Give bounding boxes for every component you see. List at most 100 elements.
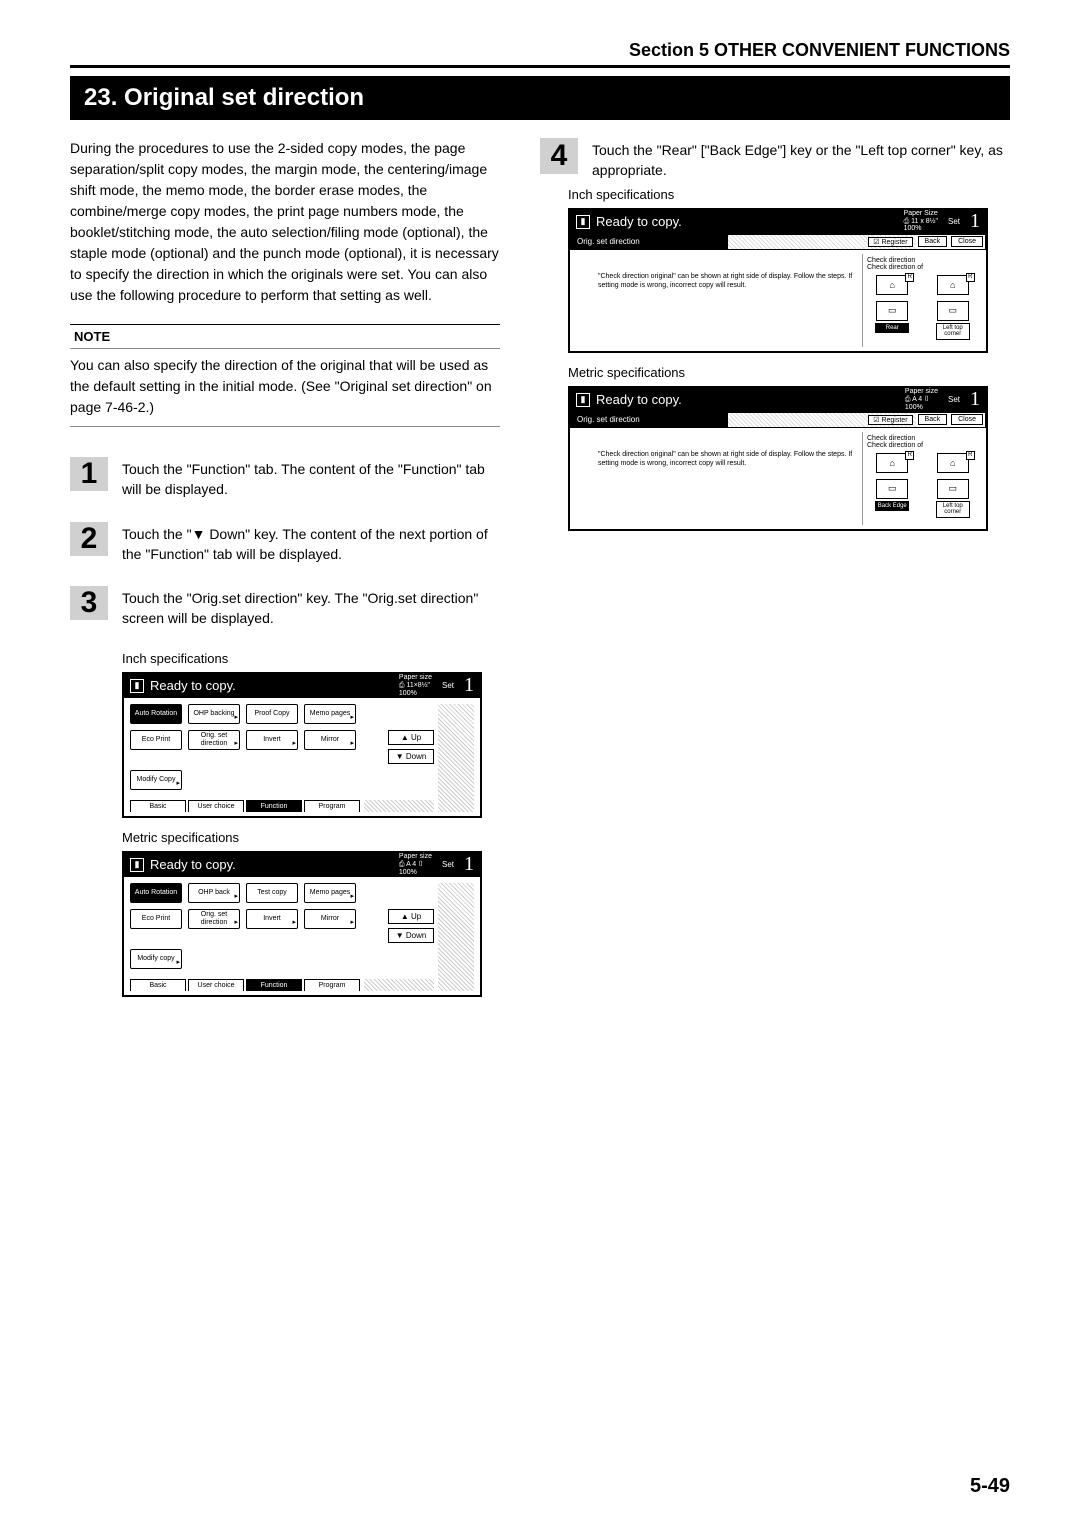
direction-panel: Check direction Check direction of ⌂R ⌂R… [862,254,982,347]
screenshot-step3-inch: ▮ Ready to copy. Paper size ⎙ 11×8½" 100… [122,672,482,818]
set-label: Set [442,860,454,869]
back-button[interactable]: Back [918,414,948,425]
platen-icon: ▭ [937,479,969,499]
memo-pages-button[interactable]: Memo pages▸ [304,704,356,724]
rear-option[interactable]: ▭ Rear [875,301,909,340]
auto-rotation-button[interactable]: Auto Rotation [130,704,182,724]
page-number: 5-49 [970,1475,1010,1498]
left-column: During the procedures to use the 2-sided… [70,138,500,1009]
back-edge-option[interactable]: ▭ Back Edge [875,479,909,518]
updown-nav: ▲ Up ▼ Down [388,909,434,943]
ss-header-right: Paper size ⎙ 11×8½" 100% Set 1 [399,674,474,697]
ready-label: Ready to copy. [596,214,682,229]
ss-body: Auto Rotation OHP backing▸ Proof Copy Me… [124,698,480,816]
page: Section 5 OTHER CONVENIENT FUNCTIONS 23.… [0,0,1080,1049]
page-title: 23. Original set direction [70,76,1010,120]
close-button[interactable]: Close [951,414,983,425]
ohp-backing-button[interactable]: OHP backing▸ [188,704,240,724]
check-line1: Check direction [867,257,978,264]
invert-button[interactable]: Invert▸ [246,730,298,750]
left-top-label: Left top corner [936,323,970,340]
paper-meta: Paper Size ⎙ 11 x 8½" 100% [904,210,938,233]
step-4: 4 Touch the "Rear" ["Back Edge"] key or … [540,138,1010,181]
tab-program[interactable]: Program [304,800,360,812]
mirror-button[interactable]: Mirror▸ [304,730,356,750]
register-button[interactable]: ☑ Register [868,415,912,425]
step-1-text: Touch the "Function" tab. The content of… [122,457,500,500]
screenshot-step4-metric: ▮ Ready to copy. Paper size ⎙ A 4 ▯ 100%… [568,386,988,531]
ss-body: Auto Rotation OHP back▸ Test copy Memo p… [124,877,480,995]
down-button[interactable]: ▼ Down [388,749,434,764]
up-button[interactable]: ▲ Up [388,730,434,745]
direction-icons-top: ⌂R ⌂R [867,453,978,475]
rear-label: Rear [875,323,909,334]
test-copy-button[interactable]: Test copy [246,883,298,903]
button-grid-row3: Modify Copy▸ [130,770,434,790]
invert-button[interactable]: Invert▸ [246,909,298,929]
subheader-title: Orig. set direction [571,235,728,249]
ss-header: ▮ Ready to copy. Paper size ⎙ A 4 ▯ 100%… [124,853,480,877]
two-column-layout: During the procedures to use the 2-sided… [70,138,1010,1009]
tab-user[interactable]: User choice [188,979,244,991]
direction-message: "Check direction original" can be shown … [574,254,862,347]
check-line1: Check direction [867,435,978,442]
left-top-option[interactable]: ▭ Left top corner [936,479,970,518]
subheader-title: Orig. set direction [571,413,728,427]
down-button[interactable]: ▼ Down [388,928,434,943]
set-label: Set [948,395,960,404]
screenshot-step4-inch: ▮ Ready to copy. Paper Size ⎙ 11 x 8½" 1… [568,208,988,353]
direction-message: "Check direction original" can be shown … [574,432,862,525]
up-button[interactable]: ▲ Up [388,909,434,924]
caption-inch-right: Inch specifications [568,187,1010,202]
eco-print-button[interactable]: Eco Print [130,909,182,929]
mirror-button[interactable]: Mirror▸ [304,909,356,929]
eco-print-button[interactable]: Eco Print [130,730,182,750]
memo-pages-button[interactable]: Memo pages▸ [304,883,356,903]
orig-set-direction-button[interactable]: Orig. set direction▸ [188,730,240,750]
check-line2: Check direction of [867,264,978,271]
right-column: 4 Touch the "Rear" ["Back Edge"] key or … [540,138,1010,1009]
ready-label: Ready to copy. [150,678,236,693]
platen-icon: ▭ [937,301,969,321]
step-2-text: Touch the "▼ Down" key. The content of t… [122,522,500,565]
set-count: 1 [464,853,474,876]
ohp-back-button[interactable]: OHP back▸ [188,883,240,903]
tab-gutter [364,979,434,991]
ss-header: ▮ Ready to copy. Paper Size ⎙ 11 x 8½" 1… [570,210,986,234]
paper-meta: Paper size ⎙ 11×8½" 100% [399,674,432,697]
back-button[interactable]: Back [918,236,948,247]
paper-meta: Paper size ⎙ A 4 ▯ 100% [905,388,938,411]
tab-user[interactable]: User choice [188,800,244,812]
subheader-dots: ☑ Register [728,413,916,427]
tab-function[interactable]: Function [246,979,302,991]
caption-inch-left: Inch specifications [122,651,500,666]
screenshot-step3-metric: ▮ Ready to copy. Paper size ⎙ A 4 ▯ 100%… [122,851,482,997]
direction-icons-bottom: ▭ Rear ▭ Left top corner [867,301,978,340]
caption-metric-left: Metric specifications [122,830,500,845]
left-top-label: Left top corner [936,501,970,518]
modify-copy-button[interactable]: Modify copy▸ [130,949,182,969]
auto-rotation-button[interactable]: Auto Rotation [130,883,182,903]
proof-copy-button[interactable]: Proof Copy [246,704,298,724]
set-label: Set [442,681,454,690]
tab-function[interactable]: Function [246,800,302,812]
tab-basic[interactable]: Basic [130,979,186,991]
side-gutter [438,883,474,991]
left-top-option[interactable]: ▭ Left top corner [936,301,970,340]
close-button[interactable]: Close [951,236,983,247]
modify-copy-button[interactable]: Modify Copy▸ [130,770,182,790]
orig-set-direction-button[interactable]: Orig. set direction▸ [188,909,240,929]
set-count: 1 [970,210,980,233]
button-grid-row2: Eco Print Orig. set direction▸ Invert▸ M… [130,730,434,764]
step-3: 3 Touch the "Orig.set direction" key. Th… [70,586,500,629]
step-badge-1: 1 [70,457,108,491]
tab-basic[interactable]: Basic [130,800,186,812]
tab-program[interactable]: Program [304,979,360,991]
ss2-content: "Check direction original" can be shown … [570,250,986,351]
section-header: Section 5 OTHER CONVENIENT FUNCTIONS [70,40,1010,68]
ss-header-right: Paper size ⎙ A 4 ▯ 100% Set 1 [905,388,980,411]
note-label: NOTE [70,324,500,349]
button-grid-row1: Auto Rotation OHP back▸ Test copy Memo p… [130,883,434,903]
register-button[interactable]: ☑ Register [868,237,912,247]
ready-label: Ready to copy. [596,392,682,407]
